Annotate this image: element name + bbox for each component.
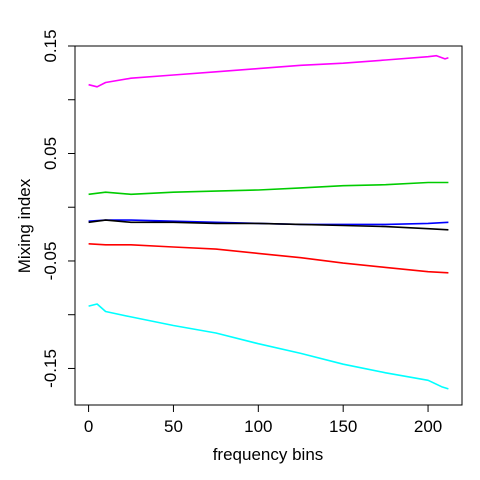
series-line-1 — [88, 54, 449, 88]
y-axis-label: Mixing index — [15, 178, 34, 273]
x-tick-label: 50 — [164, 417, 183, 436]
x-axis: 0 50 100 150 200 — [84, 405, 442, 436]
y-tick-label: -0.15 — [41, 349, 60, 388]
series-line-4 — [88, 219, 449, 231]
y-tick-label: 0.15 — [41, 29, 60, 62]
series-line-5 — [88, 243, 449, 274]
y-tick-label: -0.05 — [41, 242, 60, 281]
x-tick-label: 150 — [329, 417, 357, 436]
series-line-2 — [88, 181, 449, 196]
y-tick-label: 0.05 — [41, 137, 60, 170]
x-tick-label: 100 — [244, 417, 272, 436]
y-axis: 0.15 0.05 -0.05 -0.15 — [41, 29, 75, 388]
x-axis-label: frequency bins — [213, 445, 324, 464]
x-tick-label: 200 — [414, 417, 442, 436]
series-layer — [88, 54, 449, 390]
series-line-6 — [88, 303, 449, 390]
plot-frame — [74, 45, 463, 406]
x-tick-label: 0 — [84, 417, 93, 436]
